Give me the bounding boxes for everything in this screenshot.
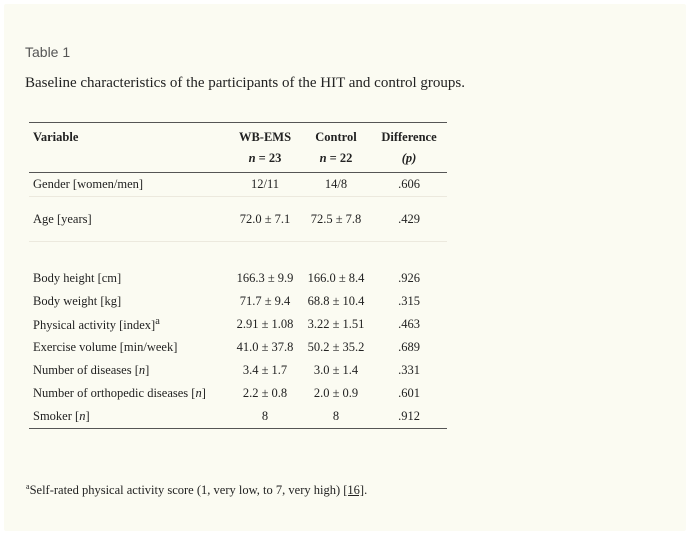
- row-label: Physical activity [index]a: [33, 315, 160, 333]
- table-row: Gender [women/men] 12/11 14/8 .606: [29, 172, 447, 197]
- col-subheader-control-n: n = 22: [301, 146, 371, 173]
- table-row: Body weight [kg] 71.7 ± 9.4 68.8 ± 10.4 …: [29, 290, 447, 313]
- cell-control: 50.2 ± 35.2: [307, 340, 365, 354]
- cell-p: .601: [398, 386, 420, 400]
- col-header-difference: Difference: [371, 122, 447, 146]
- col-header-wbems: WB-EMS: [229, 122, 301, 146]
- cell-wbems: 12/11: [229, 172, 301, 197]
- cell-p: .689: [398, 340, 420, 354]
- table-row: Smoker [n] 8 8 .912: [29, 405, 447, 429]
- cell-control: 2.0 ± 0.9: [313, 386, 359, 400]
- table-caption: Baseline characteristics of the particip…: [25, 75, 465, 91]
- footnote-marker: a: [26, 482, 30, 491]
- table-row: Exercise volume [min/week] 41.0 ± 37.8 5…: [29, 336, 447, 359]
- cell-p: .463: [398, 317, 420, 331]
- reference-link[interactable]: [16]: [343, 483, 365, 498]
- cell-wbems: 166.3 ± 9.9: [236, 271, 294, 285]
- cell-control: 3.0 ± 1.4: [313, 363, 359, 377]
- table-panel: Table 1 Baseline characteristics of the …: [4, 4, 686, 531]
- table-row: Age [years] 72.0 ± 7.1 72.5 ± 7.8 .429: [29, 196, 447, 242]
- cell-p: .315: [398, 294, 420, 308]
- cell-control: 166.0 ± 8.4: [307, 271, 365, 285]
- cell-wbems: 41.0 ± 37.8: [236, 340, 294, 354]
- cell-p: .926: [398, 271, 420, 285]
- row-label: Age [years]: [29, 196, 229, 242]
- cell-wbems: 3.4 ± 1.7: [242, 363, 288, 377]
- table-row: Body height [cm] 166.3 ± 9.9 166.0 ± 8.4…: [29, 242, 447, 291]
- row-label: Number of orthopedic diseases [n]: [33, 386, 206, 400]
- cell-p: .912: [371, 405, 447, 429]
- row-label: Body height [cm]: [33, 271, 122, 285]
- cell-control: 8: [301, 405, 371, 429]
- col-header-variable: Variable: [29, 122, 229, 146]
- cell-control: 14/8: [301, 172, 371, 197]
- baseline-table: Variable WB-EMS Control Difference n = 2…: [29, 122, 447, 429]
- col-subheader-wbems-n: n = 23: [229, 146, 301, 173]
- cell-wbems: 8: [229, 405, 301, 429]
- cell-wbems: 72.0 ± 7.1: [229, 196, 301, 242]
- cell-p: .331: [398, 363, 420, 377]
- table-footnote: aSelf-rated physical activity score (1, …: [26, 482, 368, 498]
- row-label: Body weight [kg]: [33, 294, 122, 308]
- cell-wbems: 2.91 ± 1.08: [236, 317, 294, 331]
- cell-control: 3.22 ± 1.51: [307, 317, 365, 331]
- cell-control: 72.5 ± 7.8: [301, 196, 371, 242]
- table-row: Number of diseases [n] 3.4 ± 1.7 3.0 ± 1…: [29, 359, 447, 382]
- row-label: Gender [women/men]: [29, 172, 229, 197]
- cell-control: 68.8 ± 10.4: [307, 294, 365, 308]
- cell-wbems: 71.7 ± 9.4: [239, 294, 291, 308]
- table-label: Table 1: [25, 44, 71, 60]
- row-label: Smoker [n]: [29, 405, 229, 429]
- cell-p: .606: [371, 172, 447, 197]
- cell-wbems: 2.2 ± 0.8: [242, 386, 288, 400]
- col-header-control: Control: [301, 122, 371, 146]
- table-row: Physical activity [index]a 2.91 ± 1.08 3…: [29, 313, 447, 336]
- footnote-text: Self-rated physical activity score (1, v…: [29, 483, 344, 498]
- table-row: Number of orthopedic diseases [n] 2.2 ± …: [29, 382, 447, 405]
- row-label: Exercise volume [min/week]: [33, 340, 178, 354]
- footnote-marker: a: [155, 315, 160, 327]
- col-subheader-difference-p: (p): [371, 146, 447, 173]
- cell-p: .429: [371, 196, 447, 242]
- row-label: Number of diseases [n]: [33, 363, 150, 377]
